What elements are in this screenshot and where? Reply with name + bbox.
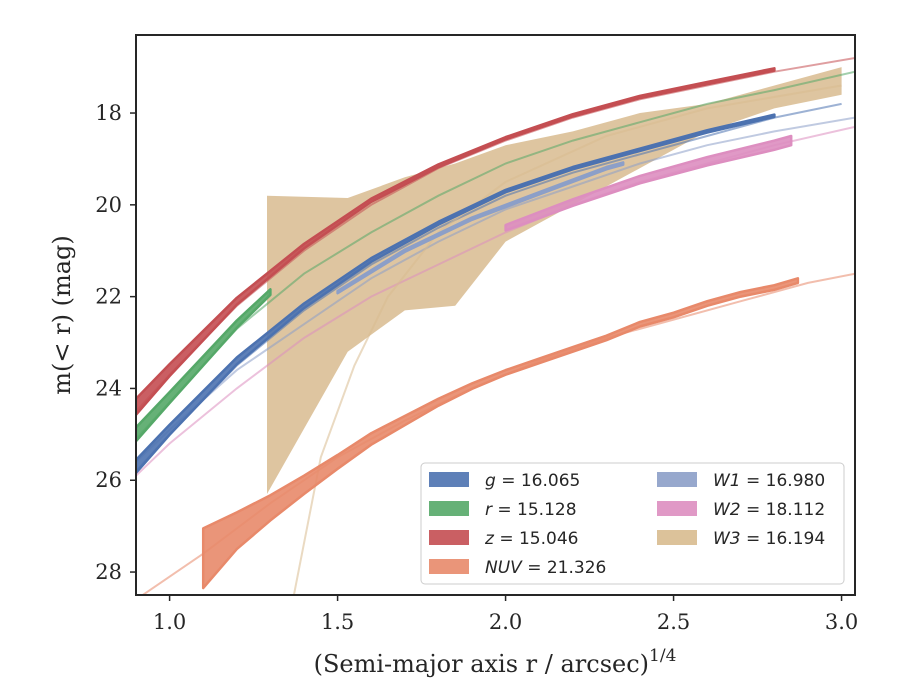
y-tick-label: 28 — [95, 560, 122, 584]
legend: g = 16.065 r = 15.128 z = 15.046 NUV = 21.3… — [420, 462, 845, 585]
legend-label-w2: W2 = 18.112 — [713, 500, 825, 520]
x-tick-label: 1.0 — [153, 610, 186, 634]
legend-swatch-nuv — [429, 559, 469, 574]
y-tick-label: 18 — [95, 101, 122, 125]
y-tick-label: 20 — [95, 193, 122, 217]
series-z-band — [136, 67, 776, 417]
y-axis-title: m(< r) (mag) — [48, 235, 76, 394]
series-g-band — [136, 113, 776, 475]
y-tick-label: 26 — [95, 468, 122, 492]
y-tick-label: 22 — [95, 285, 122, 309]
legend-swatch-r — [429, 501, 469, 516]
legend-swatch-w1 — [657, 472, 697, 487]
y-axis: 18 20 22 24 26 28 — [95, 101, 136, 584]
legend-label-g: g = 16.065 — [485, 471, 580, 491]
series-w3-area — [267, 67, 842, 494]
legend-label-r: r = 15.128 — [485, 500, 577, 520]
legend-swatch-w2 — [657, 501, 697, 516]
legend-box — [420, 462, 845, 585]
x-tick-label: 2.5 — [657, 610, 690, 634]
series-nuv-band — [201, 277, 800, 590]
legend-swatch-z — [429, 530, 469, 545]
legend-swatch-g — [429, 472, 469, 487]
x-axis: 1.0 1.5 2.0 2.5 3.0 — [153, 595, 858, 634]
series-layer — [136, 57, 855, 595]
legend-label-w1: W1 = 16.980 — [713, 471, 825, 491]
legend-swatch-w3 — [657, 530, 697, 545]
x-tick-label: 2.0 — [489, 610, 522, 634]
legend-label-z: z = 15.046 — [484, 529, 578, 549]
x-tick-label: 1.5 — [321, 610, 354, 634]
series-w2-band — [504, 134, 793, 232]
series-w1-model-line — [136, 116, 855, 463]
series-r-band — [136, 288, 272, 443]
series-w1-band — [336, 161, 625, 295]
x-axis-title: (Semi-major axis r / arcsec)1/4 — [314, 646, 677, 678]
x-tick-label: 3.0 — [825, 610, 858, 634]
y-tick-label: 24 — [95, 376, 122, 400]
legend-label-nuv: NUV = 21.326 — [485, 558, 606, 578]
plot-frame — [135, 34, 856, 596]
legend-label-w3: W3 = 16.194 — [713, 529, 825, 549]
